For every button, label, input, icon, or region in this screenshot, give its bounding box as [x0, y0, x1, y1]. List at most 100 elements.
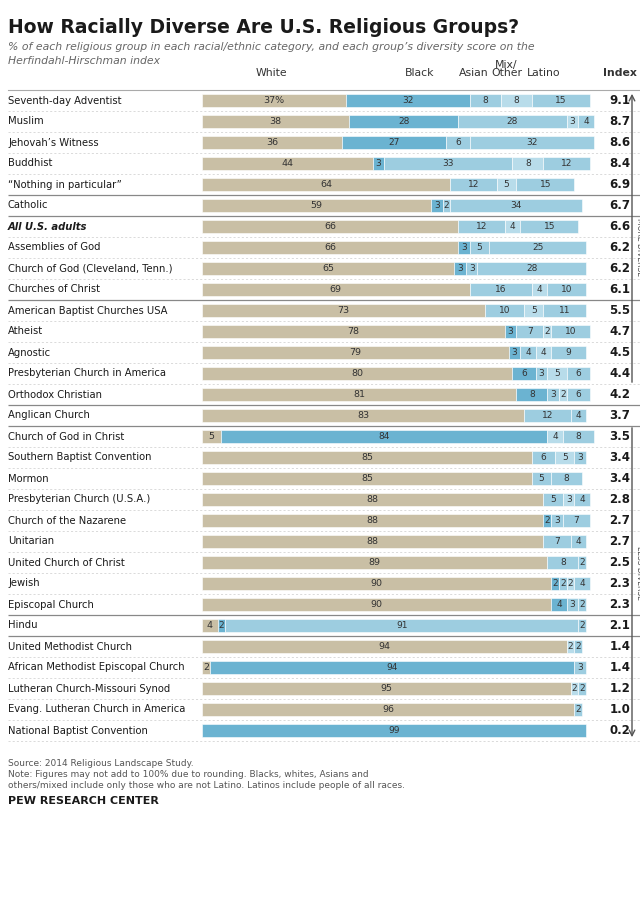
Bar	[202, 430, 221, 443]
Text: 4.7: 4.7	[609, 325, 630, 338]
Text: 6.7: 6.7	[609, 199, 630, 212]
Text: 3: 3	[570, 600, 575, 609]
Bar	[443, 199, 451, 212]
Text: 2.1: 2.1	[609, 619, 630, 632]
Text: Evang. Lutheran Church in America: Evang. Lutheran Church in America	[8, 704, 186, 714]
Bar	[563, 430, 594, 443]
Text: 2: 2	[560, 390, 566, 399]
Bar	[579, 598, 586, 611]
Text: 83: 83	[357, 411, 369, 420]
Text: 2: 2	[545, 327, 550, 336]
Text: 3: 3	[577, 663, 583, 672]
Text: 3: 3	[508, 327, 513, 336]
Text: 15: 15	[540, 180, 551, 189]
Bar	[571, 409, 586, 422]
Bar	[575, 493, 590, 506]
Text: 2: 2	[579, 600, 585, 609]
Bar	[202, 325, 504, 338]
Bar	[551, 472, 582, 485]
Bar	[447, 136, 470, 149]
Text: 1.2: 1.2	[609, 682, 630, 695]
Bar	[451, 178, 497, 191]
Bar	[458, 220, 504, 233]
Bar	[489, 241, 586, 254]
Text: 37%: 37%	[263, 96, 284, 105]
Text: 5.5: 5.5	[609, 304, 630, 317]
Text: Asian: Asian	[459, 68, 488, 78]
Text: 94: 94	[378, 642, 390, 651]
Text: 2: 2	[568, 579, 573, 588]
Text: 99: 99	[388, 726, 400, 735]
Text: 3.4: 3.4	[609, 472, 630, 485]
Bar	[458, 115, 567, 128]
Text: 4: 4	[579, 579, 585, 588]
Text: 5: 5	[539, 474, 545, 483]
Text: 3: 3	[550, 390, 556, 399]
Bar	[470, 241, 489, 254]
Text: 2: 2	[444, 201, 449, 210]
Bar	[551, 577, 559, 590]
Bar	[202, 703, 575, 716]
Bar	[485, 304, 524, 317]
Text: 6: 6	[541, 453, 547, 462]
Text: 64: 64	[320, 180, 332, 189]
Text: 2: 2	[579, 684, 585, 693]
Text: 4: 4	[525, 348, 531, 357]
Text: 4: 4	[556, 600, 562, 609]
Text: African Methodist Episcopal Church: African Methodist Episcopal Church	[8, 663, 184, 673]
Text: 4: 4	[579, 495, 585, 504]
Bar	[543, 514, 551, 527]
Text: 6: 6	[575, 369, 581, 378]
Text: Church of God (Cleveland, Tenn.): Church of God (Cleveland, Tenn.)	[8, 264, 173, 274]
Text: 36: 36	[266, 138, 278, 147]
Text: 4: 4	[207, 621, 212, 630]
Bar	[575, 577, 590, 590]
Text: Agnostic: Agnostic	[8, 347, 51, 357]
Bar	[543, 493, 563, 506]
Bar	[202, 556, 547, 569]
Text: National Baptist Convention: National Baptist Convention	[8, 725, 148, 735]
Text: 2: 2	[545, 516, 550, 525]
Text: Hindu: Hindu	[8, 621, 38, 631]
Bar	[202, 493, 543, 506]
Bar	[202, 388, 516, 401]
Bar	[202, 94, 346, 107]
Text: 2: 2	[575, 642, 581, 651]
Text: 79: 79	[349, 348, 361, 357]
Text: 3.7: 3.7	[609, 409, 630, 422]
Bar	[504, 325, 516, 338]
Text: 6.2: 6.2	[609, 262, 630, 275]
Text: 34: 34	[511, 201, 522, 210]
Bar	[532, 451, 555, 464]
Text: 3: 3	[457, 264, 463, 273]
Text: 1.4: 1.4	[609, 661, 630, 674]
Bar	[202, 535, 543, 548]
Text: 4: 4	[537, 285, 542, 294]
Text: % of each religious group in each racial/ethnic category, and each group’s diver: % of each religious group in each racial…	[8, 42, 534, 52]
Text: 95: 95	[380, 684, 392, 693]
Text: 28: 28	[507, 117, 518, 126]
Text: 66: 66	[324, 222, 336, 231]
Text: 6.6: 6.6	[609, 220, 630, 233]
Bar	[567, 367, 590, 380]
Bar	[372, 157, 385, 170]
Text: 5: 5	[209, 432, 214, 441]
Text: 38: 38	[269, 117, 282, 126]
Text: 3: 3	[566, 495, 572, 504]
Text: 2.3: 2.3	[609, 577, 630, 590]
Text: 1.0: 1.0	[609, 703, 630, 716]
Text: Other: Other	[491, 68, 522, 78]
Text: 3.5: 3.5	[609, 430, 630, 443]
Text: 12: 12	[476, 222, 487, 231]
Text: Presbyterian Church (U.S.A.): Presbyterian Church (U.S.A.)	[8, 494, 150, 504]
Bar	[431, 199, 443, 212]
Bar	[559, 577, 567, 590]
Bar	[547, 283, 586, 296]
Text: 90: 90	[371, 600, 383, 609]
Bar	[509, 346, 520, 359]
Bar	[202, 304, 485, 317]
Text: 10: 10	[561, 285, 572, 294]
Text: 27: 27	[388, 138, 400, 147]
Text: others/mixed include only those who are not Latino. Latinos include people of al: others/mixed include only those who are …	[8, 781, 405, 790]
Bar	[571, 535, 586, 548]
